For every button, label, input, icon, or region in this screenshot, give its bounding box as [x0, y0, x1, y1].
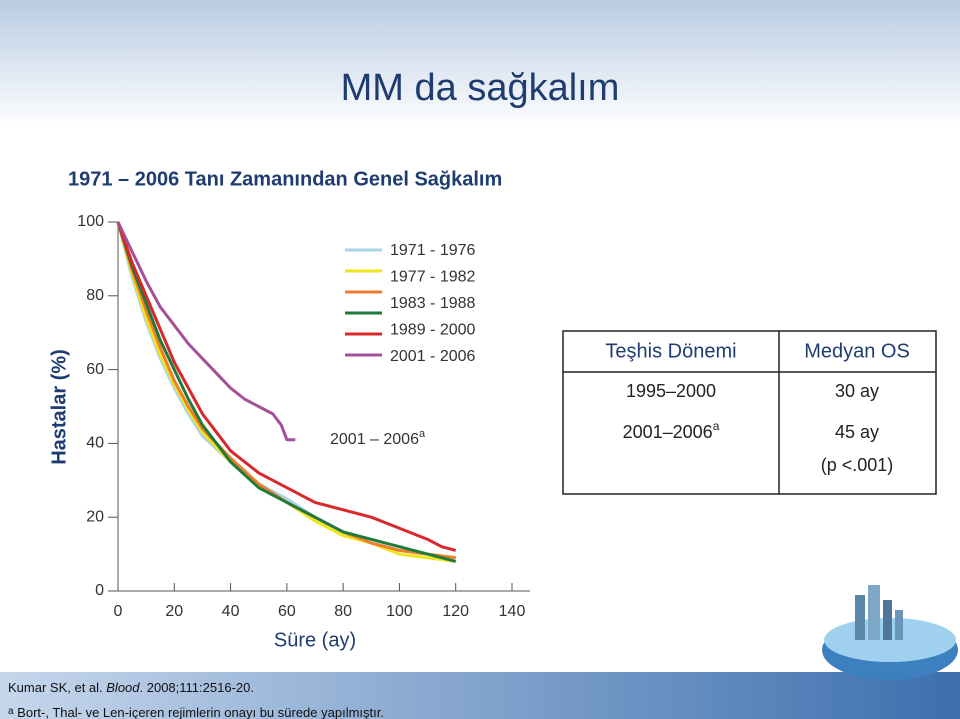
x-tick-label: 20 [165, 603, 183, 620]
chart-title: 1971 – 2006 Tanı Zamanından Genel Sağkal… [68, 168, 502, 190]
series-line [116, 221, 456, 560]
legend-label: 1971 - 1976 [390, 242, 476, 259]
table-cell-sup: a [713, 419, 720, 433]
table: Teşhis Dönemi Medyan OS 1995–2000 30 ay … [562, 330, 937, 495]
annotation-sup: a [419, 428, 426, 440]
table-header: Teşhis Dönemi [605, 340, 736, 362]
legend-label: 2001 - 2006 [390, 348, 476, 365]
table-cell-text: 2001–2006 [623, 422, 713, 442]
citation-rest: . 2008;111:2516-20. [140, 680, 254, 695]
citation-authors: Kumar SK, et al. [8, 680, 106, 695]
annotation: 2001 – 2006a [330, 428, 426, 448]
globe-icon [822, 585, 958, 680]
y-tick-label: 0 [95, 582, 104, 599]
citation-journal: Blood [106, 680, 140, 695]
x-tick-label: 60 [278, 603, 296, 620]
y-tick-label: 80 [86, 287, 104, 304]
series-line [116, 221, 457, 552]
footer-band [0, 672, 960, 719]
annotation-text: 2001 – 2006 [330, 431, 419, 448]
citation: Kumar SK, et al. Blood. 2008;111:2516-20… [8, 680, 254, 695]
table-note: (p <.001) [821, 455, 894, 475]
y-tick-label: 60 [86, 361, 104, 378]
x-tick-label: 40 [222, 603, 240, 620]
table-border [562, 330, 937, 495]
table-cell: 30 ay [835, 381, 879, 401]
legend-label: 1983 - 1988 [390, 295, 476, 312]
footnote-sup: a [8, 706, 14, 717]
x-axis-label: Süre (ay) [274, 629, 356, 651]
series-line [116, 221, 457, 563]
footnote: a Bort-, Thal- ve Len-içeren rejimlerin … [8, 705, 384, 719]
footnote-text: Bort-, Thal- ve Len-içeren rejimlerin on… [14, 705, 384, 719]
x-tick-label: 120 [442, 603, 469, 620]
series-line [116, 221, 296, 442]
y-tick-label: 40 [86, 435, 104, 452]
x-tick-label: 140 [499, 603, 526, 620]
table-header: Medyan OS [804, 340, 910, 362]
table-cell: 45 ay [835, 422, 879, 442]
table-cell: 1995–2000 [626, 381, 716, 401]
legend-label: 1989 - 2000 [390, 322, 476, 339]
y-axis-label: Hastalar (%) [48, 349, 70, 465]
y-tick-label: 20 [86, 508, 104, 525]
table-cell: 2001–2006a [623, 419, 720, 442]
x-tick-label: 100 [386, 603, 413, 620]
legend-label: 1977 - 1982 [390, 269, 476, 286]
x-tick-label: 80 [334, 603, 352, 620]
slide-title: MM da sağkalım [341, 67, 620, 109]
x-tick-label: 0 [114, 603, 123, 620]
y-tick-label: 100 [77, 213, 104, 230]
